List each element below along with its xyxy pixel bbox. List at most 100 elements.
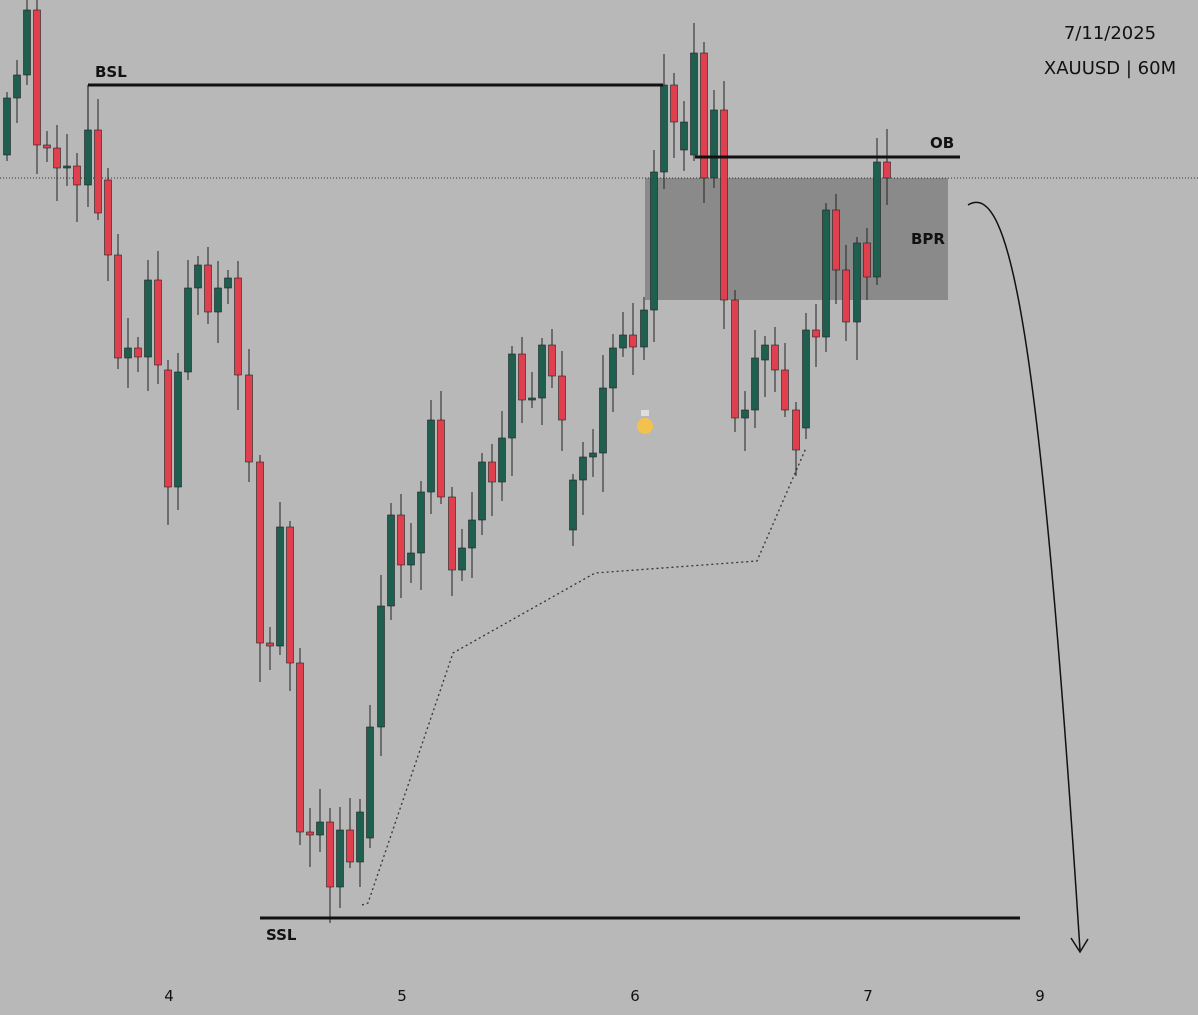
candle-body <box>3 97 11 156</box>
ob-label: OB <box>930 134 954 152</box>
candle-body <box>266 642 274 647</box>
bpr-zone <box>645 178 948 300</box>
candle-body <box>468 519 476 549</box>
candle-body <box>670 84 678 123</box>
candle-body <box>397 514 405 566</box>
candle-body <box>94 129 102 214</box>
candle-body <box>366 726 374 839</box>
candle-body <box>863 242 871 278</box>
candle-body <box>731 299 739 419</box>
candle-body <box>356 811 364 863</box>
candle-body <box>498 437 506 483</box>
candle-body <box>609 347 617 389</box>
candle-body <box>802 329 810 429</box>
candle-body <box>154 279 162 366</box>
candle-body <box>224 277 232 289</box>
candle-body <box>792 409 800 451</box>
candle-body <box>84 129 92 186</box>
date: 7/11/2025 <box>1064 23 1156 44</box>
candle-body <box>538 344 546 399</box>
candle-body <box>629 334 637 348</box>
candle-body <box>700 52 708 179</box>
candle-body <box>346 829 354 863</box>
candle-body <box>296 662 304 833</box>
candle-body <box>558 375 566 421</box>
candle-body <box>407 552 415 566</box>
x-tick-label: 5 <box>397 987 407 1005</box>
x-tick-label: 6 <box>630 987 640 1005</box>
candle-body <box>437 419 445 498</box>
candle-body <box>751 357 759 411</box>
candle-body <box>194 264 202 289</box>
candle-body <box>589 452 597 458</box>
x-tick-label: 9 <box>1035 987 1045 1005</box>
candle-body <box>569 479 577 531</box>
candle-body <box>832 209 840 271</box>
candle-body <box>276 526 284 647</box>
candle-body <box>528 397 536 401</box>
candle-body <box>43 144 51 149</box>
candle-body <box>741 409 749 419</box>
candle-body <box>134 347 142 358</box>
candles <box>3 0 891 923</box>
candle-body <box>508 353 516 439</box>
candle-body <box>184 287 192 373</box>
candle-body <box>377 605 385 728</box>
candle-body <box>326 821 334 888</box>
candle-body <box>488 461 496 483</box>
candle-body <box>23 9 31 76</box>
candle-body <box>812 329 820 338</box>
candle-body <box>853 242 861 323</box>
candle-body <box>710 109 718 179</box>
candle-body <box>822 209 830 338</box>
candle-body <box>63 165 71 169</box>
candle-body <box>245 374 253 463</box>
candle-body <box>124 347 132 359</box>
x-tick-label: 7 <box>863 987 873 1005</box>
candle-body <box>548 344 556 377</box>
candle-body <box>690 52 698 156</box>
candle-body <box>660 84 668 173</box>
candle-body <box>204 264 212 313</box>
candle-body <box>13 74 21 99</box>
bulb-icon <box>637 410 653 434</box>
candle-body <box>286 526 294 664</box>
candle-body <box>73 165 81 186</box>
candle-body <box>316 821 324 836</box>
candle-body <box>761 344 769 361</box>
candle-body <box>873 161 881 278</box>
candle-body <box>448 496 456 571</box>
candle-body <box>781 369 789 411</box>
arrow-head <box>1070 937 1089 954</box>
candle-body <box>214 287 222 313</box>
candle-body <box>417 491 425 554</box>
candle-body <box>518 353 526 401</box>
candle-body <box>306 831 314 836</box>
bsl-label: BSL <box>95 63 127 81</box>
candle-body <box>619 334 627 349</box>
symbol: XAUUSD | 60M <box>1044 58 1176 79</box>
candle-body <box>883 161 891 179</box>
x-tick-label: 4 <box>164 987 174 1005</box>
candle-body <box>387 514 395 607</box>
candle-body <box>599 387 607 454</box>
candle-body <box>256 461 264 644</box>
candle-body <box>650 171 658 311</box>
ssl-label: SSL <box>266 926 297 944</box>
candle-body <box>680 121 688 151</box>
candle-body <box>458 547 466 571</box>
candle-body <box>234 277 242 376</box>
candle-body <box>33 9 41 146</box>
candle-body <box>174 371 182 488</box>
candle-body <box>720 109 728 301</box>
candle-body <box>164 369 172 488</box>
candle-body <box>104 179 112 256</box>
trendline <box>361 447 807 906</box>
candle-body <box>427 419 435 493</box>
candle-body <box>579 456 587 481</box>
candle-body <box>336 829 344 888</box>
candle-body <box>144 279 152 358</box>
